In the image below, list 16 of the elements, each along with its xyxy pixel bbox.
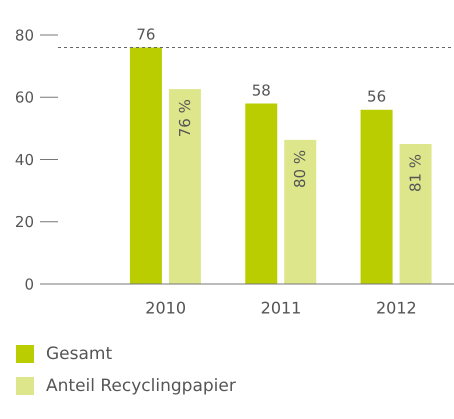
annotation: 76 % xyxy=(176,99,194,138)
y-tick-label: 20 xyxy=(14,213,34,232)
legend-label: Gesamt xyxy=(46,344,112,364)
y-tick-label: 40 xyxy=(14,150,34,169)
x-tick-label: 2011 xyxy=(260,298,302,318)
x-tick-label: 2012 xyxy=(376,298,417,318)
annotation: 80 % xyxy=(291,150,310,188)
y-tick-label: 60 xyxy=(14,88,34,107)
y-tick-label: 80 xyxy=(14,26,34,44)
annotation: 81 % xyxy=(406,154,425,192)
y-tick-label: 0 xyxy=(24,275,34,294)
legend-label: Anteil Recyclingpapier xyxy=(46,376,236,396)
data-label: 58 xyxy=(252,81,271,100)
data-label: 56 xyxy=(367,88,386,106)
x-tick-label: 2010 xyxy=(145,298,186,318)
data-label: 76 xyxy=(136,25,156,44)
